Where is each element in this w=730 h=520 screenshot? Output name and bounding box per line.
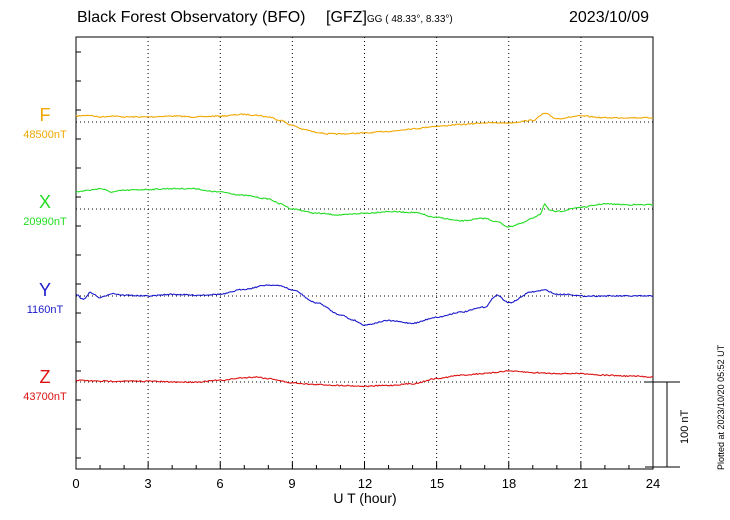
baseline-label-x: 20990nT	[23, 216, 67, 228]
series-line-x	[75, 187, 654, 228]
station-name: Black Forest Observatory (BFO)	[77, 9, 306, 26]
baseline-label-z: 43700nT	[23, 391, 67, 403]
channel-label-z: Z	[39, 367, 51, 387]
x-tick-label: 3	[144, 476, 152, 491]
x-tick-label: 15	[429, 476, 445, 491]
x-tick-label: 9	[288, 476, 296, 491]
channel-label-f: F	[39, 105, 51, 125]
baseline-label-f: 48500nT	[23, 129, 67, 141]
institute-title: [GFZ]GG ( 48.33°, 8.33°)	[326, 9, 453, 27]
series-line-f	[75, 112, 654, 135]
x-axis-label: U T (hour)	[333, 490, 397, 506]
x-tick-label: 6	[216, 476, 224, 491]
x-tick-label: 24	[645, 476, 661, 491]
institute-name: [GFZ]	[326, 9, 367, 26]
x-tick-label: 0	[72, 476, 80, 491]
station-title: Black Forest Observatory (BFO)	[77, 9, 306, 27]
channel-label-y: Y	[38, 280, 51, 300]
channel-label-x: X	[38, 192, 51, 212]
x-tick-label: 21	[573, 476, 589, 491]
station-coordinates: GG ( 48.33°, 8.33°)	[366, 14, 453, 25]
x-tick-label: 12	[357, 476, 373, 491]
series-line-y	[75, 284, 654, 326]
series-line-z	[75, 369, 654, 388]
scale-bar-text: 100 nT	[679, 409, 691, 444]
x-tick-label: 18	[501, 476, 517, 491]
plot-date: 2023/10/09	[569, 9, 650, 26]
plotted-timestamp-text: Plotted at 2023/10/20 05:52 UT	[716, 344, 726, 470]
baseline-label-y: 1160nT	[26, 304, 64, 316]
